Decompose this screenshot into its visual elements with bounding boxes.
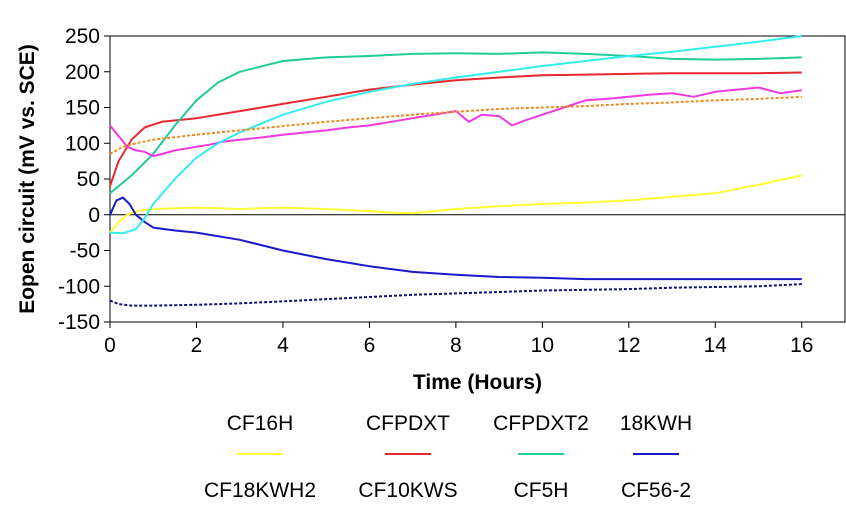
y-tick-label: 150 [65, 97, 100, 120]
series-line-cf16h [109, 174, 803, 234]
legend-label-cfpdxt: CFPDXT [366, 412, 450, 435]
series-line-cfpdxt2 [109, 51, 802, 195]
x-tick-label: 4 [277, 334, 289, 357]
x-tick-label: 10 [531, 334, 554, 357]
legend-label-cf16h: CF16H [227, 412, 294, 435]
x-tick-label: 6 [364, 334, 376, 357]
tick-labels: 0 2 4 6 8 10 12 14 16 -150 -100 -50 0 50 100 150 200 250 [58, 25, 813, 357]
legend-label-18kwh: 18KWH [620, 412, 692, 435]
x-tick-label: 16 [790, 334, 813, 357]
legend-label-cf18kwh2: CF18KWH2 [204, 479, 316, 502]
y-tick-label: 200 [65, 61, 100, 84]
legend-label-cf56-2: CF56-2 [621, 479, 691, 502]
series-line-cfpdxt [109, 71, 802, 187]
y-tick-label: -50 [70, 240, 100, 263]
y-axis-title: Eopen circuit (mV vs. SCE) [16, 44, 39, 314]
y-tick-label: 250 [65, 25, 100, 48]
series-layer [109, 35, 803, 307]
legend: CF16H CFPDXT CFPDXT2 18KWH CF18KWH2 CF10KWS CF… [204, 412, 692, 502]
series-line-cf56-2 [109, 95, 802, 155]
legend-label-cf10kws: CF10KWS [358, 479, 457, 502]
x-axis-title: Time (Hours) [413, 371, 542, 394]
y-tick-label: 50 [77, 168, 100, 191]
y-tick-label: -150 [58, 311, 100, 334]
series-line-18kwh [109, 196, 802, 281]
x-tick-label: 2 [191, 334, 203, 357]
x-tick-label: 8 [450, 334, 462, 357]
y-tick-label: -100 [58, 275, 100, 298]
legend-label-cf5h: CF5H [514, 479, 569, 502]
x-tick-label: 0 [104, 334, 116, 357]
series-line-cf5h [109, 35, 802, 235]
legend-label-cfpdxt2: CFPDXT2 [493, 412, 589, 435]
y-tick-label: 0 [88, 204, 100, 227]
x-tick-label: 12 [617, 334, 640, 357]
series-line-cf18kwh2 [109, 283, 802, 307]
series-line-cf10kws [109, 86, 802, 158]
y-tick-label: 100 [65, 132, 100, 155]
x-tick-label: 14 [704, 334, 728, 357]
